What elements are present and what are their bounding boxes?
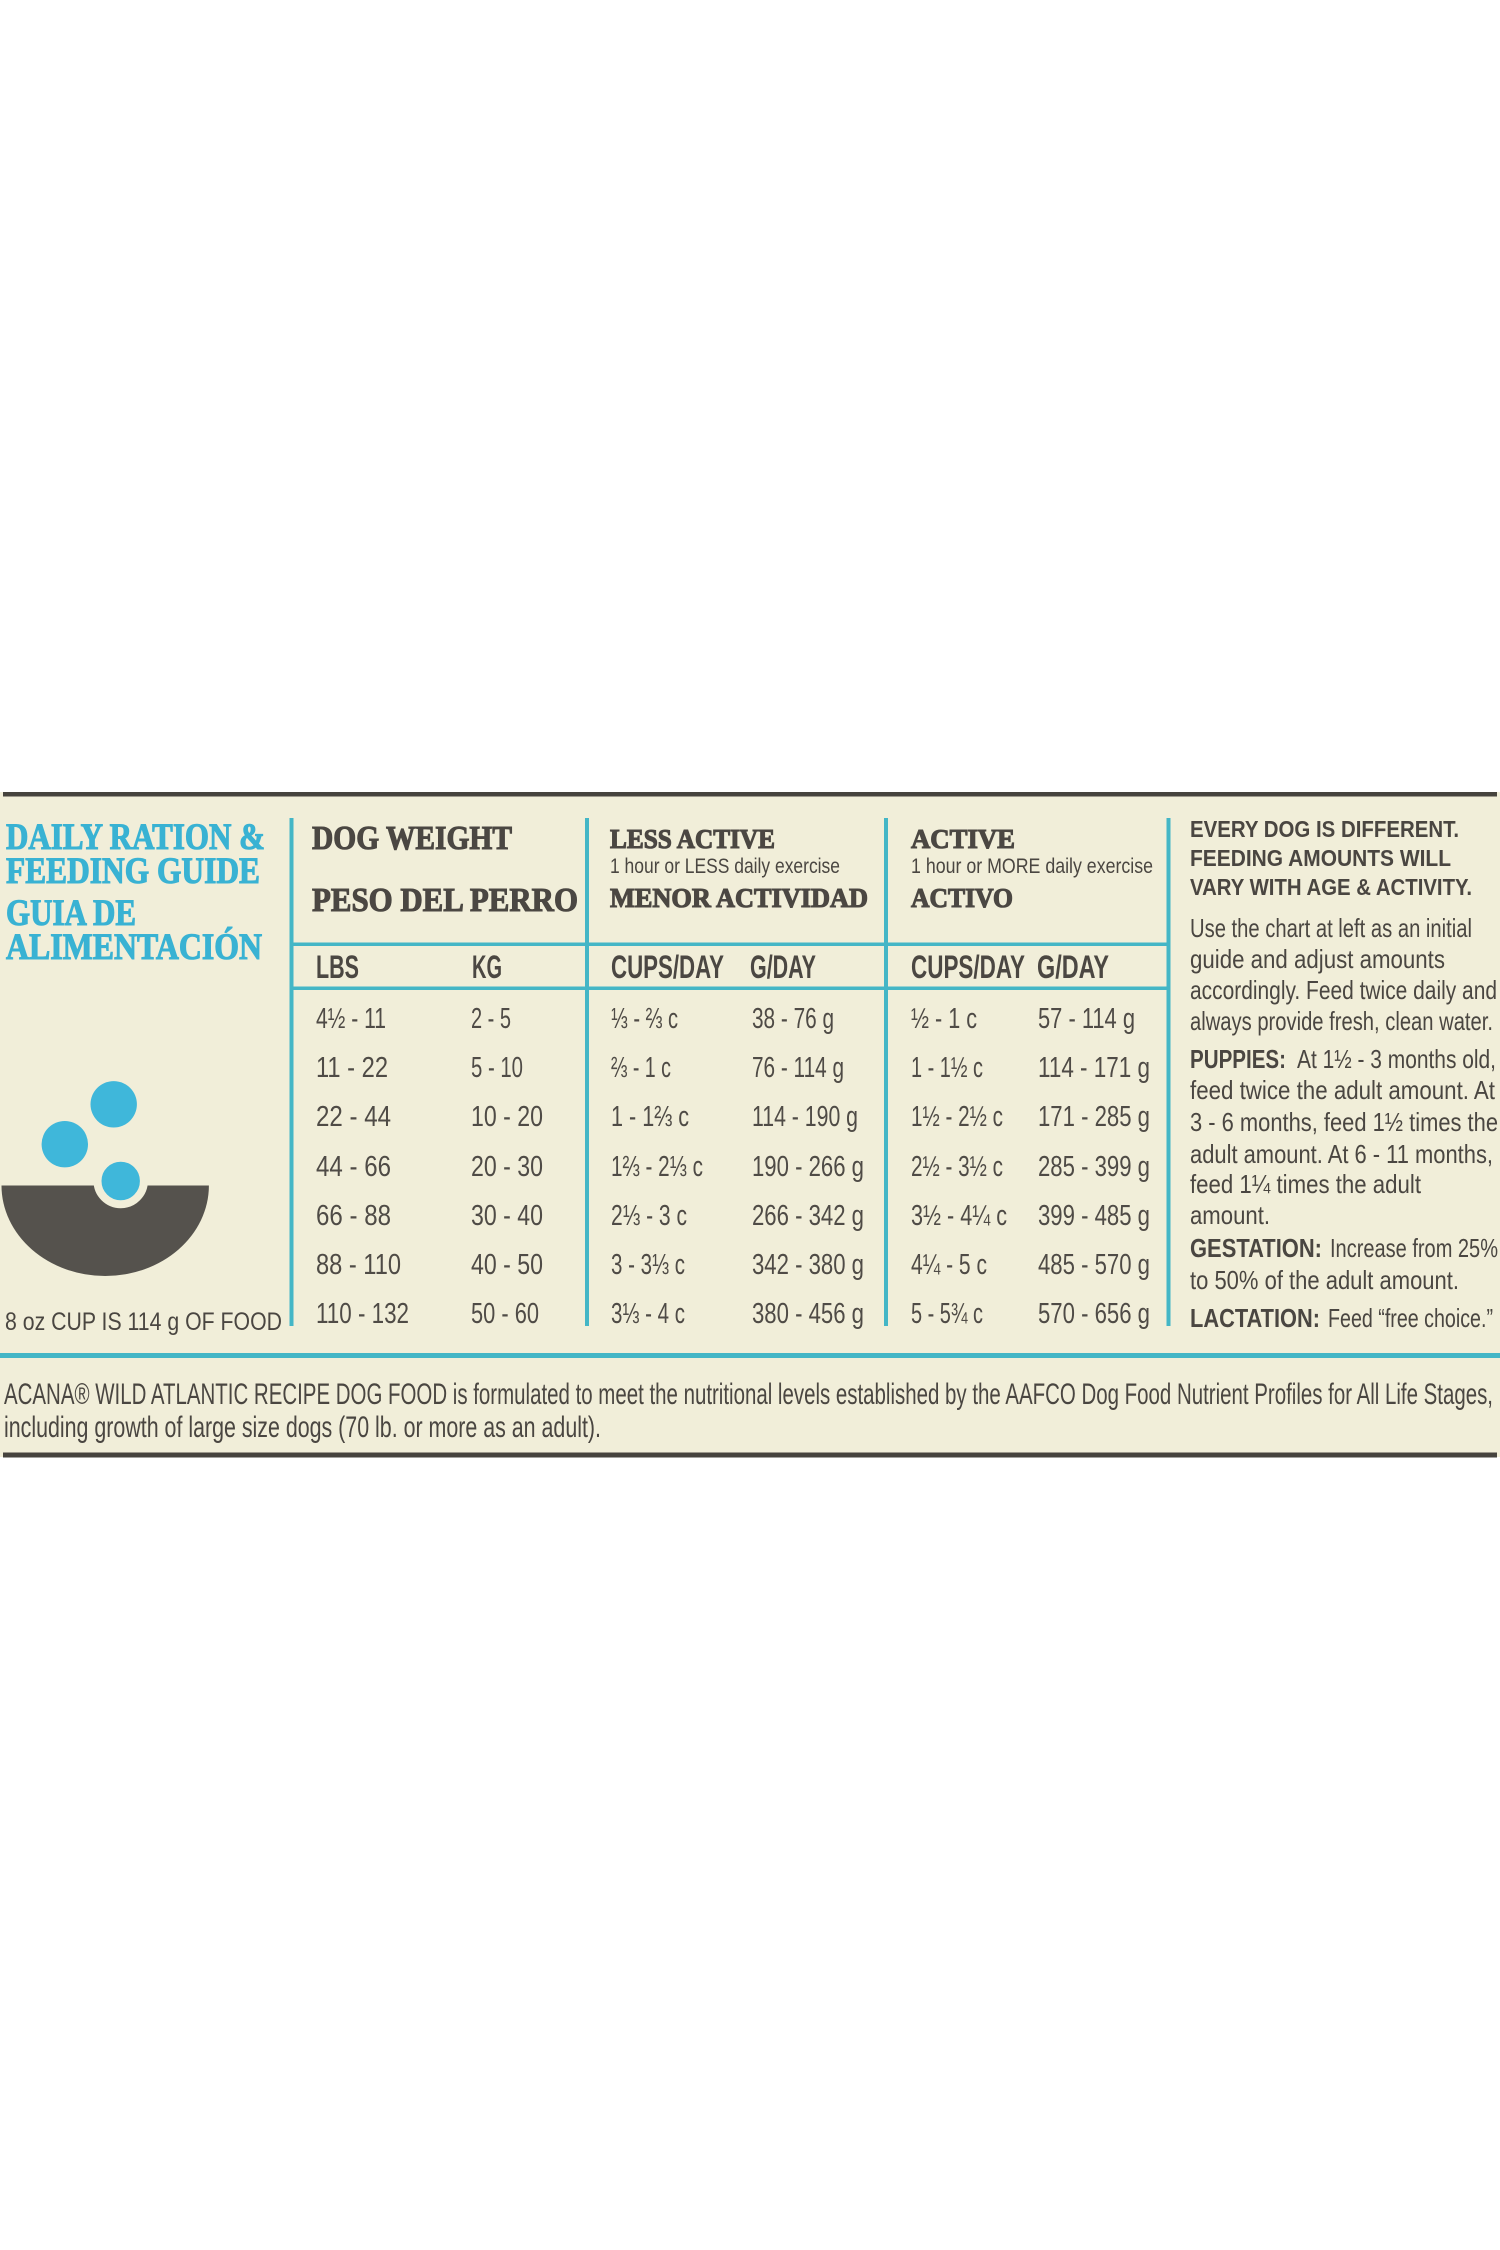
svg-text:ACTIVE: ACTIVE	[911, 824, 1015, 854]
svg-text:50 - 60: 50 - 60	[471, 1298, 539, 1330]
svg-text:3⅓ - 4 c: 3⅓ - 4 c	[611, 1298, 685, 1330]
svg-text:3 - 3⅓ c: 3 - 3⅓ c	[611, 1249, 685, 1281]
svg-text:1 - 1½ c: 1 - 1½ c	[911, 1052, 983, 1084]
svg-text:Feed “free choice.”: Feed “free choice.”	[1328, 1303, 1493, 1333]
svg-text:PUPPIES:: PUPPIES:	[1190, 1044, 1286, 1074]
svg-text:5 - 10: 5 - 10	[471, 1052, 523, 1084]
svg-text:FEEDING AMOUNTS WILL: FEEDING AMOUNTS WILL	[1190, 845, 1451, 871]
svg-text:30 - 40: 30 - 40	[471, 1200, 543, 1232]
svg-text:accordingly. Feed twice daily: accordingly. Feed twice daily and	[1190, 975, 1497, 1005]
svg-text:always provide fresh, clean wa: always provide fresh, clean water.	[1190, 1006, 1493, 1036]
svg-text:CUPS/DAY: CUPS/DAY	[611, 949, 724, 985]
svg-text:1 hour or LESS daily exercise: 1 hour or LESS daily exercise	[610, 855, 840, 878]
svg-text:4½ - 11: 4½ - 11	[316, 1003, 386, 1035]
svg-text:40 - 50: 40 - 50	[471, 1249, 543, 1281]
svg-text:1 hour or MORE daily exercise: 1 hour or MORE daily exercise	[911, 855, 1153, 878]
svg-text:1⅔ - 2⅓ c: 1⅔ - 2⅓ c	[611, 1151, 703, 1183]
svg-text:38 - 76 g: 38 - 76 g	[752, 1003, 834, 1035]
svg-text:380 - 456 g: 380 - 456 g	[752, 1298, 864, 1330]
svg-text:1 - 1⅔ c: 1 - 1⅔ c	[611, 1101, 689, 1133]
svg-text:⅓ - ⅔ c: ⅓ - ⅔ c	[611, 1003, 678, 1035]
svg-text:66 - 88: 66 - 88	[316, 1200, 391, 1232]
svg-text:114 - 171 g: 114 - 171 g	[1038, 1052, 1150, 1084]
svg-text:8 oz CUP IS 114 g OF FOOD: 8 oz CUP IS 114 g OF FOOD	[5, 1308, 282, 1336]
svg-text:PESO DEL PERRO: PESO DEL PERRO	[312, 882, 578, 919]
svg-text:11 - 22: 11 - 22	[316, 1052, 388, 1084]
svg-text:feed 1¼ times the adult: feed 1¼ times the adult	[1190, 1169, 1422, 1199]
svg-text:guide and adjust amounts: guide and adjust amounts	[1190, 944, 1445, 974]
svg-text:DAILY RATION &: DAILY RATION &	[6, 817, 265, 858]
svg-text:KG: KG	[472, 949, 502, 985]
svg-text:Increase from 25%: Increase from 25%	[1330, 1233, 1498, 1263]
svg-text:G/DAY: G/DAY	[750, 949, 816, 985]
svg-text:GUIA DE: GUIA DE	[6, 893, 136, 934]
svg-text:22 - 44: 22 - 44	[316, 1101, 391, 1133]
svg-text:amount.: amount.	[1190, 1200, 1270, 1230]
svg-text:MENOR ACTIVIDAD: MENOR ACTIVIDAD	[610, 883, 868, 913]
svg-text:feed twice the adult amount. A: feed twice the adult amount. At	[1190, 1075, 1496, 1105]
svg-text:1½ - 2½ c: 1½ - 2½ c	[911, 1101, 1003, 1133]
svg-text:190 - 266 g: 190 - 266 g	[752, 1151, 864, 1183]
svg-text:5 - 5¾ c: 5 - 5¾ c	[911, 1298, 983, 1330]
svg-text:114 - 190 g: 114 - 190 g	[752, 1101, 858, 1133]
svg-text:57 - 114 g: 57 - 114 g	[1038, 1003, 1135, 1035]
svg-text:88 - 110: 88 - 110	[316, 1249, 401, 1281]
svg-text:3½ - 4¼ c: 3½ - 4¼ c	[911, 1200, 1007, 1232]
svg-text:LBS: LBS	[316, 949, 359, 985]
svg-text:EVERY DOG IS DIFFERENT.: EVERY DOG IS DIFFERENT.	[1190, 816, 1459, 842]
svg-text:2⅓ - 3 c: 2⅓ - 3 c	[611, 1200, 687, 1232]
svg-text:2 - 5: 2 - 5	[471, 1003, 511, 1035]
svg-text:Use the chart at left as an in: Use the chart at left as an initial	[1190, 913, 1472, 943]
svg-text:At 1½ - 3 months old,: At 1½ - 3 months old,	[1297, 1044, 1496, 1074]
svg-text:10 - 20: 10 - 20	[471, 1101, 543, 1133]
svg-text:76 - 114 g: 76 - 114 g	[752, 1052, 844, 1084]
svg-text:110 - 132: 110 - 132	[316, 1298, 409, 1330]
svg-text:2½ - 3½ c: 2½ - 3½ c	[911, 1151, 1003, 1183]
svg-text:DOG WEIGHT: DOG WEIGHT	[312, 820, 512, 857]
svg-text:G/DAY: G/DAY	[1037, 949, 1109, 985]
svg-text:ALIMENTACIÓN: ALIMENTACIÓN	[6, 926, 262, 968]
svg-text:CUPS/DAY: CUPS/DAY	[911, 949, 1025, 985]
svg-text:20 - 30: 20 - 30	[471, 1151, 543, 1183]
svg-text:570 - 656 g: 570 - 656 g	[1038, 1298, 1150, 1330]
svg-text:VARY WITH AGE & ACTIVITY.: VARY WITH AGE & ACTIVITY.	[1190, 874, 1472, 900]
svg-text:GESTATION:: GESTATION:	[1190, 1233, 1322, 1263]
svg-text:adult amount. At 6 - 11 months: adult amount. At 6 - 11 months,	[1190, 1139, 1493, 1169]
svg-text:FEEDING GUIDE: FEEDING GUIDE	[6, 851, 260, 892]
svg-text:171 - 285 g: 171 - 285 g	[1038, 1101, 1150, 1133]
svg-text:LACTATION:: LACTATION:	[1190, 1303, 1320, 1333]
svg-text:ACANA® WILD ATLANTIC RECIPE DO: ACANA® WILD ATLANTIC RECIPE DOG FOOD is …	[4, 1378, 1493, 1411]
svg-text:including growth of large size: including growth of large size dogs (70 …	[4, 1411, 601, 1444]
svg-text:342 - 380 g: 342 - 380 g	[752, 1249, 864, 1281]
svg-text:3 - 6 months, feed 1½ times th: 3 - 6 months, feed 1½ times the	[1190, 1107, 1498, 1137]
svg-text:⅔ - 1 c: ⅔ - 1 c	[611, 1052, 671, 1084]
svg-text:to 50% of the adult amount.: to 50% of the adult amount.	[1190, 1265, 1459, 1295]
svg-text:285 - 399 g: 285 - 399 g	[1038, 1151, 1150, 1183]
svg-text:4¼ - 5 c: 4¼ - 5 c	[911, 1249, 987, 1281]
svg-text:44 - 66: 44 - 66	[316, 1151, 391, 1183]
svg-text:LESS ACTIVE: LESS ACTIVE	[610, 824, 775, 854]
svg-text:½ - 1 c: ½ - 1 c	[911, 1003, 977, 1035]
svg-text:ACTIVO: ACTIVO	[911, 883, 1013, 913]
svg-text:266 - 342 g: 266 - 342 g	[752, 1200, 864, 1232]
svg-text:399 - 485 g: 399 - 485 g	[1038, 1200, 1150, 1232]
svg-text:485 - 570 g: 485 - 570 g	[1038, 1249, 1150, 1281]
